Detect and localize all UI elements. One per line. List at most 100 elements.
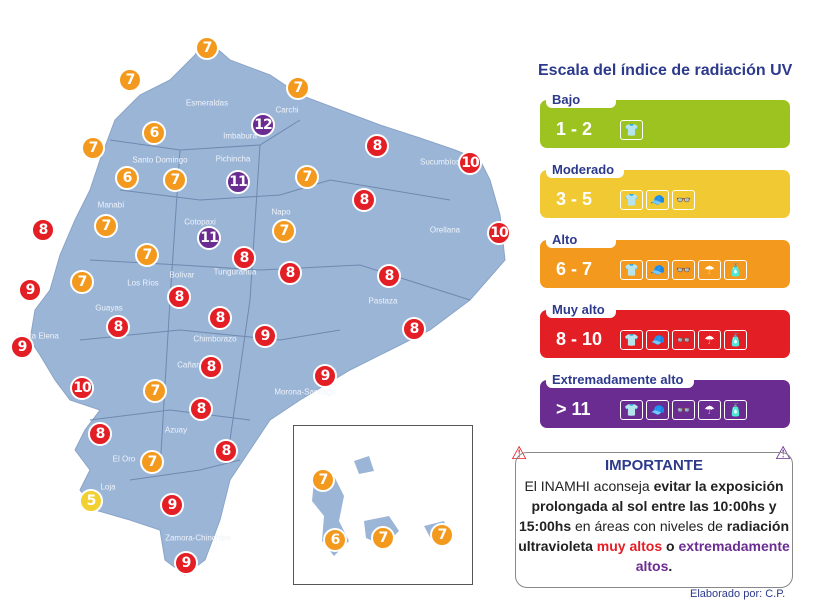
sunglasses-icon: 👓 (672, 190, 695, 210)
uv-index-marker: 10 (70, 376, 94, 400)
uv-index-marker: 11 (226, 170, 250, 194)
uv-index-marker: 7 (140, 450, 164, 474)
uv-index-marker: 5 (79, 489, 103, 513)
level-label: Bajo (546, 91, 616, 108)
cap-icon: 🧢 (646, 260, 669, 280)
province-label: Sucumbíos (419, 157, 461, 167)
legend-level-muy-alto: Muy alto 8 - 10 👕 🧢 👓 ☂ 🧴 (540, 301, 790, 358)
notice-bold: evitar la exposición prolongada al sol e… (518, 478, 784, 534)
legend-title: Escala del índice de radiación UV (538, 62, 793, 79)
uv-index-marker: 7 (163, 168, 187, 192)
uv-index-marker: 7 (311, 468, 335, 492)
province-label: Loja (100, 482, 116, 492)
province-label: Azuay (164, 425, 188, 435)
province-label: El Oro (112, 454, 136, 464)
uv-index-marker: 11 (197, 226, 221, 250)
uv-index-marker: 7 (143, 379, 167, 403)
province-label: Pastaza (368, 296, 398, 306)
sunscreen-icon: 🧴 (724, 260, 747, 280)
uv-index-marker: 7 (70, 270, 94, 294)
notice-text: o (662, 538, 679, 554)
galapagos-islands (312, 456, 449, 556)
important-notice: IMPORTANTE El INAMHI aconseja evitar la … (515, 452, 793, 588)
shirt-icon: 👕 (620, 400, 643, 420)
shirt-icon: 👕 (620, 330, 643, 350)
notice-text: . (668, 558, 673, 574)
province-label: Carchi (275, 105, 299, 115)
uv-index-marker: 9 (10, 335, 34, 359)
uv-index-marker: 9 (313, 364, 337, 388)
notice-muy-altos: muy altos (596, 538, 663, 554)
uv-index-marker: 6 (142, 121, 166, 145)
province-label: Chimborazo (193, 334, 237, 344)
uv-index-marker: 8 (402, 317, 426, 341)
cap-icon: 🧢 (646, 330, 669, 350)
uv-index-marker: 7 (81, 136, 105, 160)
uv-index-marker: 7 (286, 76, 310, 100)
province-label: Bolívar (169, 270, 195, 280)
uv-index-marker: 8 (278, 261, 302, 285)
province-label: Cotopaxi (184, 217, 216, 227)
level-range: 6 - 7 (556, 259, 593, 279)
uv-index-marker: 8 (167, 285, 191, 309)
uv-index-marker: 8 (214, 439, 238, 463)
legend-level-extremadamente-alto: Extremadamente alto > 11 👕 🧢 👓 ☂ 🧴 (540, 371, 790, 428)
province-label: Los Ríos (127, 278, 159, 288)
uv-index-marker: 8 (88, 422, 112, 446)
uv-index-marker: 8 (106, 315, 130, 339)
uv-index-marker: 7 (272, 219, 296, 243)
level-label: Alto (546, 231, 616, 248)
province-label: Orellana (429, 225, 461, 235)
credit: Elaborado por: C.P. (690, 588, 786, 600)
province-label: Santa Elena (15, 331, 59, 341)
shirt-icon: 👕 (620, 120, 643, 140)
uv-index-marker: 8 (232, 246, 256, 270)
legend-level-moderado: Moderado 3 - 5 👕 🧢 👓 (540, 161, 790, 218)
level-range: > 11 (556, 399, 591, 419)
sunscreen-icon: 🧴 (724, 330, 747, 350)
galapagos-inset (293, 425, 473, 585)
province-label: Tungurahua (213, 267, 257, 277)
level-range: 1 - 2 (556, 119, 593, 139)
uv-index-marker: 7 (430, 523, 454, 547)
shirt-icon: 👕 (620, 260, 643, 280)
uv-index-marker: 7 (195, 36, 219, 60)
province-label: Zamora-Chinchipe (165, 533, 231, 543)
province-label: Pichincha (215, 154, 251, 164)
province-label: Manabí (97, 200, 125, 210)
important-title: IMPORTANTE (604, 457, 704, 474)
level-range: 8 - 10 (556, 329, 603, 349)
uv-index-marker: 10 (487, 221, 511, 245)
province-label: Santo Domingo (132, 155, 188, 165)
uv-index-marker: 9 (18, 278, 42, 302)
uv-index-marker: 8 (208, 306, 232, 330)
notice-extremadamente-altos: extremadamente altos (635, 538, 790, 574)
province-label: Imbabura (223, 131, 257, 141)
cap-icon: 🧢 (646, 400, 669, 420)
cap-icon: 🧢 (646, 190, 669, 210)
sunglasses-icon: 👓 (672, 330, 695, 350)
uv-index-marker: 12 (251, 113, 275, 137)
uv-index-marker: 7 (135, 243, 159, 267)
uv-index-marker: 8 (365, 134, 389, 158)
province-label: Napo (271, 207, 291, 217)
uv-index-marker: 7 (118, 68, 142, 92)
umbrella-icon: ☂ (698, 400, 721, 420)
uv-index-marker: 8 (377, 264, 401, 288)
uv-index-marker: 8 (31, 218, 55, 242)
uv-index-marker: 8 (199, 355, 223, 379)
notice-bold: radiación ultravioleta (518, 518, 790, 554)
uv-index-marker: 7 (94, 214, 118, 238)
sunglasses-icon: 👓 (672, 400, 695, 420)
legend-level-bajo: Bajo 1 - 2 👕 (540, 91, 790, 148)
umbrella-icon: ☂ (698, 330, 721, 350)
uv-index-marker: 9 (253, 324, 277, 348)
uv-index-marker: 10 (458, 151, 482, 175)
province-label: Cañar (177, 360, 199, 370)
uv-index-marker: 8 (352, 188, 376, 212)
sunglasses-icon: 👓 (672, 260, 695, 280)
province-label: Guayas (95, 303, 123, 313)
umbrella-icon: ☂ (698, 260, 721, 280)
uv-index-marker: 9 (174, 551, 198, 575)
uv-index-marker: 6 (115, 166, 139, 190)
